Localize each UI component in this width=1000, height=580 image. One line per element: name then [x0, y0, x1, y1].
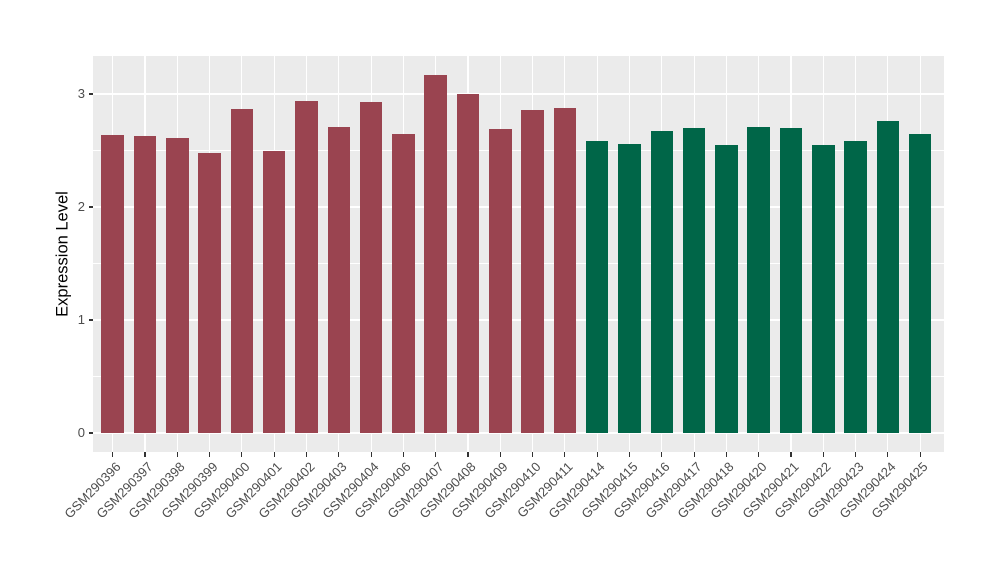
x-tick-mark: [112, 452, 114, 457]
bar-GSM290404: [359, 101, 383, 433]
bar-GSM290425: [908, 133, 932, 433]
x-tick-mark: [693, 452, 695, 457]
x-tick-mark: [532, 452, 534, 457]
bar-GSM290417: [682, 127, 706, 433]
gridline-minor-horizontal: [93, 150, 944, 151]
bar-GSM290418: [715, 144, 738, 433]
x-tick-mark: [241, 452, 243, 457]
bar-GSM290406: [392, 133, 415, 433]
x-tick-mark: [790, 452, 792, 457]
x-tick-mark: [596, 452, 598, 457]
bar-GSM290408: [456, 94, 480, 433]
gridline-major-horizontal: [93, 93, 944, 95]
bar-GSM290411: [553, 107, 577, 433]
x-tick-mark: [402, 452, 404, 457]
bar-GSM290399: [198, 152, 221, 433]
x-tick-mark: [822, 452, 824, 457]
bar-GSM290397: [133, 135, 157, 433]
x-tick-mark: [564, 452, 566, 457]
bar-GSM290407: [424, 74, 447, 433]
y-tick-label: 2: [77, 199, 85, 214]
bar-GSM290401: [262, 150, 286, 433]
y-tick-mark: [89, 206, 93, 208]
bar-GSM290423: [844, 141, 867, 433]
bar-GSM290409: [489, 129, 512, 433]
x-tick-mark: [855, 452, 857, 457]
x-tick-mark: [467, 452, 469, 457]
y-tick-mark: [89, 93, 93, 95]
bar-GSM290416: [650, 131, 674, 433]
y-tick-label: 1: [77, 312, 85, 327]
bar-GSM290420: [747, 126, 770, 433]
x-tick-mark: [305, 452, 308, 457]
x-tick-mark: [758, 452, 760, 457]
gridline-major-horizontal: [93, 319, 944, 321]
x-tick-mark: [338, 452, 340, 457]
x-tick-mark: [370, 452, 372, 457]
bar-GSM290396: [101, 134, 124, 433]
x-tick-mark: [435, 452, 437, 457]
bar-GSM290400: [230, 108, 254, 433]
bar-GSM290414: [585, 141, 609, 433]
bar-GSM290422: [812, 144, 835, 433]
gridline-minor-horizontal: [93, 263, 944, 264]
bar-GSM290403: [327, 126, 351, 433]
x-tick-mark: [273, 452, 275, 457]
x-tick-mark: [661, 452, 663, 457]
x-tick-mark: [176, 452, 178, 457]
gridline-minor-horizontal: [93, 376, 944, 377]
x-tick-mark: [919, 452, 921, 457]
bar-GSM290402: [295, 100, 318, 433]
gridline-major-horizontal: [93, 206, 944, 208]
gridline-major-horizontal: [93, 432, 944, 434]
plot-panel: [93, 56, 944, 452]
y-tick-label: 3: [77, 86, 85, 101]
y-tick-mark: [89, 432, 93, 434]
x-tick-mark: [725, 452, 727, 457]
x-tick-mark: [499, 452, 501, 457]
bar-GSM290415: [618, 143, 641, 433]
x-tick-mark: [887, 452, 889, 457]
y-tick-mark: [89, 319, 93, 321]
bar-GSM290421: [779, 127, 803, 433]
x-tick-mark: [144, 452, 146, 457]
y-tick-label: 0: [77, 425, 85, 440]
x-tick-mark: [628, 452, 631, 457]
bar-GSM290424: [876, 121, 900, 433]
x-tick-mark: [209, 452, 211, 457]
bar-GSM290398: [166, 138, 189, 433]
bar-GSM290410: [521, 109, 544, 433]
